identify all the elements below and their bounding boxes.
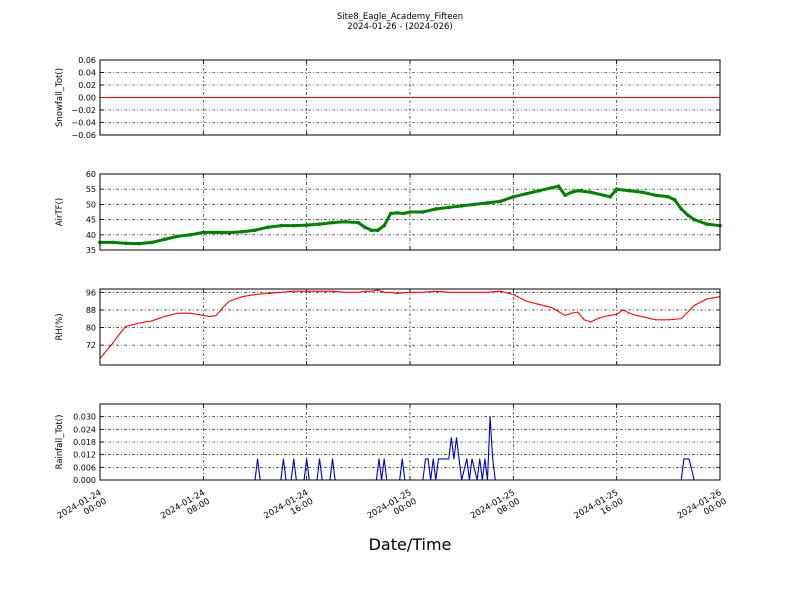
air-temp-point — [569, 190, 574, 195]
air-temp-point — [369, 228, 374, 233]
air-temp-point — [401, 211, 406, 216]
air-temp-point — [408, 210, 412, 214]
y-tick-label: 96 — [86, 288, 96, 297]
air-temp-point — [175, 234, 180, 239]
y-tick-label: 0.06 — [78, 56, 96, 65]
air-temp-point — [124, 241, 128, 246]
air-temp-point — [111, 240, 115, 245]
air-temp-point — [692, 217, 696, 222]
air-temp-point — [459, 204, 464, 208]
air-temp-point — [511, 195, 516, 199]
air-temp-point — [382, 223, 386, 228]
axes-frame — [99, 403, 721, 481]
air-temp-point — [240, 229, 244, 234]
air-temp-point — [201, 230, 206, 235]
y-tick-label: 0.024 — [73, 425, 96, 434]
air-temp-point — [563, 193, 567, 198]
y-tick-label: −0.02 — [71, 106, 96, 115]
air-temp-point — [685, 213, 690, 217]
y-axis-label: Rainfall_Tot() — [55, 415, 65, 470]
air-temp-point — [317, 222, 322, 226]
air-temp-point — [162, 237, 167, 242]
axes-frame — [99, 173, 721, 251]
air-temp-point — [362, 225, 367, 229]
y-axis-label: AirTF() — [55, 198, 65, 226]
air-temp-point — [188, 233, 193, 237]
subplots: −0.06 −0.04 −0.02 0.00 0.02 0.04 0.06 Snowfall_… — [55, 56, 722, 485]
snowfall-subplot: −0.06 −0.04 −0.02 0.00 0.02 0.04 0.06 Snowfall_… — [55, 56, 721, 140]
air-temp-subplot: 35 40 45 50 55 60 AirTF() — [55, 170, 722, 255]
air-temp-point — [214, 230, 219, 235]
air-temp-point — [149, 240, 154, 245]
y-tick-label: 0.02 — [78, 81, 96, 90]
air-temp-point — [589, 190, 593, 195]
air-temp-point — [446, 205, 451, 210]
y-tick-label: 0.030 — [73, 413, 96, 422]
axes-frame — [99, 288, 721, 366]
air-temp-point — [485, 201, 490, 205]
y-tick-label: 0.04 — [78, 69, 96, 78]
air-temp-point — [666, 195, 671, 199]
air-temp-point — [291, 223, 296, 228]
air-temp-point — [395, 211, 399, 215]
y-axis-label: RH(%) — [55, 313, 65, 340]
y-tick-label: 50 — [86, 200, 96, 209]
air-temp-point — [640, 190, 645, 195]
y-tick-label: 0.012 — [73, 451, 96, 460]
air-temp-point — [524, 191, 529, 196]
y-tick-label: 0.000 — [73, 476, 96, 485]
y-tick-label: 40 — [86, 231, 96, 240]
y-tick-label: −0.06 — [71, 131, 96, 140]
rh-subplot: 72 80 88 96 RH(%) — [55, 288, 721, 366]
air-temp-point — [576, 188, 580, 193]
y-tick-label: 0.018 — [73, 438, 96, 447]
air-temp-point — [266, 225, 270, 229]
y-tick-label: −0.04 — [71, 119, 96, 128]
air-temp-point — [375, 228, 380, 233]
air-temp-point — [537, 188, 541, 193]
y-tick-label: 0.00 — [78, 94, 96, 103]
figure-title: Site8_Eagle_Academy_Fifteen — [337, 12, 463, 22]
y-tick-label: 55 — [86, 185, 96, 194]
air-temp-point — [136, 241, 141, 246]
air-temp-point — [556, 184, 561, 188]
air-temp-point — [614, 187, 619, 191]
air-temp-point — [227, 230, 231, 235]
y-tick-label: 80 — [86, 324, 96, 333]
air-temp-point — [279, 223, 283, 228]
air-temp-point — [601, 193, 606, 198]
y-tick-label: 88 — [86, 306, 96, 315]
y-axis-label: Snowfall_Tot() — [55, 68, 65, 127]
air-temp-point — [304, 223, 309, 227]
air-temp-point — [705, 222, 709, 226]
air-temp-point — [472, 202, 477, 207]
rainfall-subplot: 0.000 0.006 0.012 0.018 0.024 0.030 Rainfall_T… — [55, 403, 721, 485]
air-temp-point — [498, 199, 503, 204]
y-tick-label: 60 — [86, 170, 96, 179]
rh-series-line — [99, 289, 721, 359]
air-temp-series-line — [100, 184, 721, 246]
air-temp-point — [627, 188, 632, 193]
air-temp-point — [434, 207, 438, 211]
air-temp-point — [653, 193, 658, 198]
air-temp-point — [550, 185, 554, 190]
air-temp-point — [421, 210, 425, 214]
air-temp-point — [330, 220, 335, 225]
figure-subtitle: 2024-01-26 - (2024-026) — [347, 22, 452, 32]
air-temp-point — [672, 198, 677, 202]
x-axis-label: Date/Time — [369, 535, 452, 554]
air-temp-point — [253, 228, 257, 233]
y-tick-label: 72 — [86, 341, 96, 350]
air-temp-point — [388, 211, 393, 216]
air-temp-point — [679, 207, 684, 211]
air-temp-point — [356, 220, 361, 225]
y-tick-label: 45 — [86, 216, 96, 225]
y-tick-label: 0.006 — [73, 463, 96, 472]
y-tick-label: 35 — [86, 246, 96, 255]
air-temp-point — [608, 195, 613, 199]
axes-frame — [99, 59, 721, 136]
air-temp-point — [343, 219, 348, 224]
